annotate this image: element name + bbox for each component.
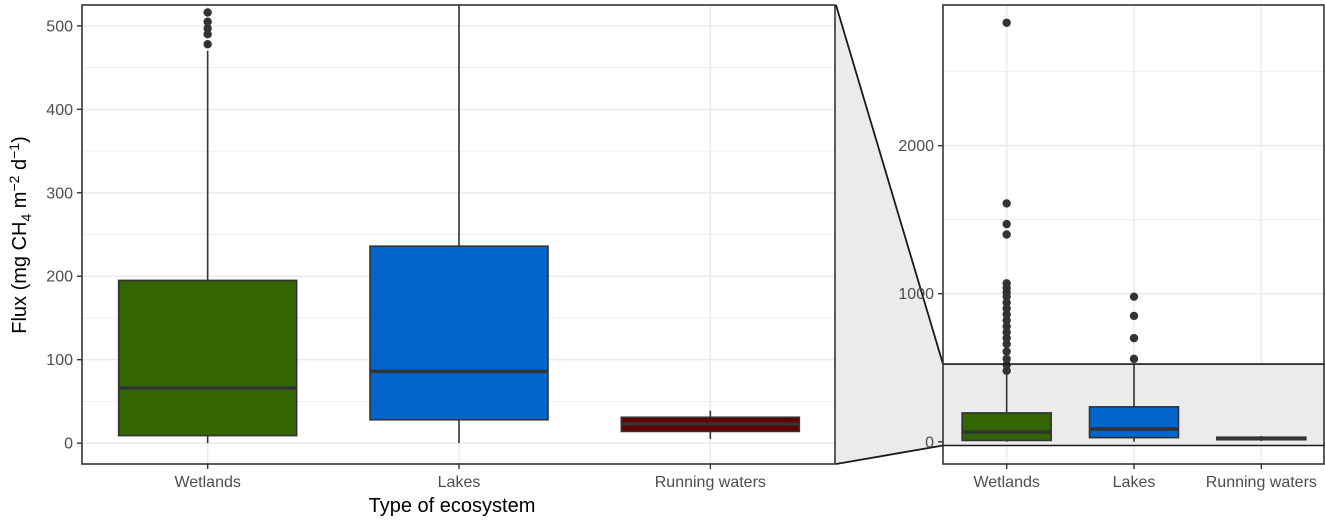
outlier-point-wetlands xyxy=(1002,310,1011,319)
zoom-connector-top xyxy=(835,4,944,365)
outlier-point-wetlands xyxy=(1002,316,1011,325)
plot-area xyxy=(82,5,836,464)
y-axis-title-part: ) xyxy=(9,136,31,143)
x-tick-label: Lakes xyxy=(1113,474,1156,491)
outlier-point-wetlands xyxy=(203,40,212,49)
outlier-point-lakes xyxy=(1129,333,1139,343)
x-tick-label: Lakes xyxy=(438,474,481,491)
outlier-point-wetlands xyxy=(203,17,212,26)
outlier-point-wetlands xyxy=(1002,366,1011,375)
outlier-point-wetlands xyxy=(203,8,212,17)
zoom-connector-bottom xyxy=(835,444,944,465)
y-axis-title-part: m xyxy=(9,192,31,214)
y-axis-title-part: −1 xyxy=(6,143,22,159)
x-tick-label: Running waters xyxy=(655,474,766,491)
y-tick-label: 500 xyxy=(46,18,73,35)
box-wetlands xyxy=(117,279,298,437)
outlier-point-wetlands xyxy=(1002,347,1011,356)
box-wetlands xyxy=(961,412,1052,442)
outlier-point-lakes xyxy=(1129,292,1139,301)
box-lakes xyxy=(1088,406,1180,439)
x-tick-label: Running waters xyxy=(1206,474,1317,491)
outlier-point-wetlands xyxy=(1002,219,1011,229)
box-lakes xyxy=(369,245,549,421)
y-axis-title: Flux (mg CH4 m−2 d−1) xyxy=(6,136,34,334)
outlier-point-wetlands xyxy=(1002,230,1011,239)
outlier-point-wetlands xyxy=(1002,333,1011,343)
y-tick-label: 300 xyxy=(46,185,73,202)
outlier-point-wetlands xyxy=(1002,322,1011,331)
x-tick-label: Wetlands xyxy=(973,474,1039,491)
zoom-connector xyxy=(835,4,944,465)
y-tick-label: 0 xyxy=(925,434,934,451)
outlier-point-wetlands xyxy=(1002,304,1011,313)
y-axis-title-part: Flux (mg CH xyxy=(9,222,31,334)
outlier-point-wetlands xyxy=(1002,354,1011,364)
inset-panel: 0 1000 2000 Wetlands Lakes Running waters xyxy=(898,4,1325,491)
outlier-point-wetlands xyxy=(203,24,212,33)
outlier-point-wetlands xyxy=(203,30,212,39)
x-axis-title: Type of ecosystem xyxy=(369,495,536,517)
y-tick-label: 400 xyxy=(46,102,73,119)
x-tick-label: Wetlands xyxy=(174,474,240,491)
y-axis-title-part: d xyxy=(9,159,31,176)
y-axis-title-part: 4 xyxy=(18,214,34,222)
outlier-point-wetlands xyxy=(1002,279,1011,288)
y-tick-label: 200 xyxy=(46,269,73,286)
zoom-wedge xyxy=(836,5,943,464)
outlier-point-wetlands xyxy=(1002,199,1011,208)
outlier-point-wetlands xyxy=(1002,298,1011,307)
plot-area xyxy=(943,5,1325,464)
main-panel: 0 100 200 300 400 500 Wetlands Lakes Running wat… xyxy=(46,4,836,491)
outlier-point-wetlands xyxy=(1002,18,1011,27)
y-axis-title-part: −2 xyxy=(6,175,22,191)
outlier-point-lakes xyxy=(1129,311,1139,321)
outlier-point-lakes xyxy=(1129,354,1139,364)
y-tick-label: 1000 xyxy=(898,286,934,303)
outlier-point-wetlands xyxy=(1002,328,1011,337)
outlier-point-wetlands xyxy=(1002,339,1011,349)
y-tick-label: 0 xyxy=(64,436,73,453)
y-tick-label: 100 xyxy=(46,352,73,369)
y-tick-label: 2000 xyxy=(898,138,934,155)
